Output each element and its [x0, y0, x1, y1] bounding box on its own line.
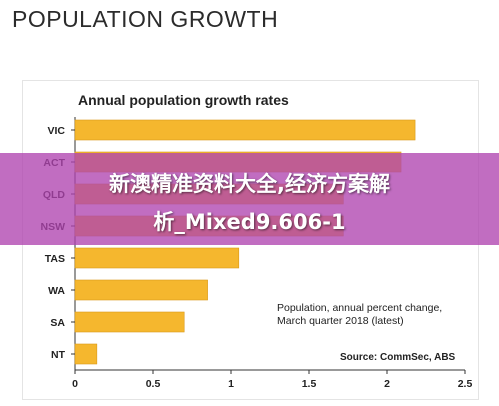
overlay-banner	[0, 153, 499, 245]
banner-text-line: 新澳精准资料大全,经济方案解	[109, 172, 390, 196]
bar-vic	[74, 119, 416, 141]
x-tick-label: 1.5	[302, 378, 317, 390]
x-tick-label: 2	[384, 378, 390, 390]
x-tick-label: 1	[228, 378, 234, 390]
x-tick-label: 0	[72, 378, 78, 390]
chart-source: Source: CommSec, ABS	[340, 352, 456, 363]
chart-title: Annual population growth rates	[78, 92, 289, 108]
chart-note-line: Population, annual percent change,	[277, 302, 443, 314]
y-tick-label: NT	[51, 349, 66, 361]
bar-tas	[74, 247, 240, 269]
chart-note: Population, annual percent change, March…	[277, 302, 442, 328]
y-tick-label: SA	[50, 317, 65, 329]
y-tick-label: TAS	[45, 253, 65, 265]
bar-wa	[74, 279, 208, 301]
page-title: POPULATION GROWTH	[12, 6, 279, 32]
chart-note-line: March quarter 2018 (latest)	[277, 315, 404, 327]
bar-sa	[74, 311, 185, 333]
y-tick-label: WA	[48, 285, 65, 297]
y-tick-label: VIC	[47, 125, 65, 137]
banner-text-line: 析_Mixed9.606-1	[153, 210, 346, 234]
bar-nt	[74, 343, 98, 365]
x-tick-label: 0.5	[146, 378, 161, 390]
x-tick-label: 2.5	[458, 378, 473, 390]
